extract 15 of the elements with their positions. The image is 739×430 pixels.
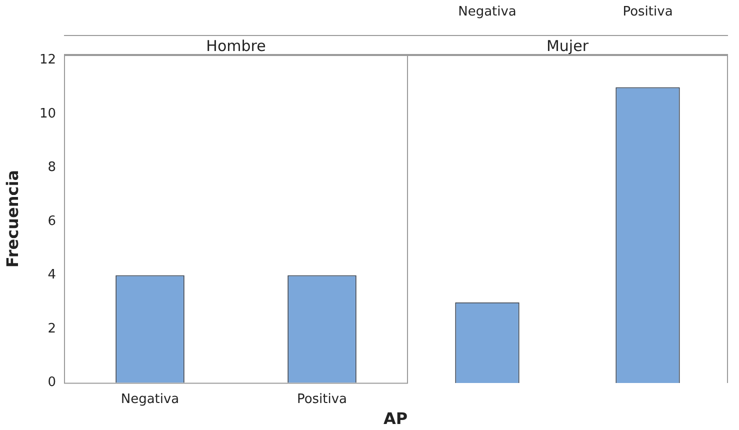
y-axis-title: Frecuencia xyxy=(2,170,22,268)
y-tick-label: 12 xyxy=(39,52,56,68)
x-tick-label: Positiva xyxy=(622,4,673,20)
chart-title: Hombre xyxy=(64,35,408,55)
y-tick-label: 4 xyxy=(48,268,56,283)
y-tick-label: 8 xyxy=(48,160,56,176)
y-tick-label: 10 xyxy=(39,106,56,122)
chart-title: Mujer xyxy=(407,35,728,55)
y-tick-label: 0 xyxy=(48,375,56,390)
x-tick-label: Negativa xyxy=(120,392,180,408)
y-tick-label: 2 xyxy=(48,322,56,337)
x-tick-label: Negativa xyxy=(458,4,516,20)
x-tick-label: Positiva xyxy=(296,392,348,408)
x-axis-title: AP xyxy=(382,409,409,428)
y-tick-label: 6 xyxy=(48,214,56,230)
